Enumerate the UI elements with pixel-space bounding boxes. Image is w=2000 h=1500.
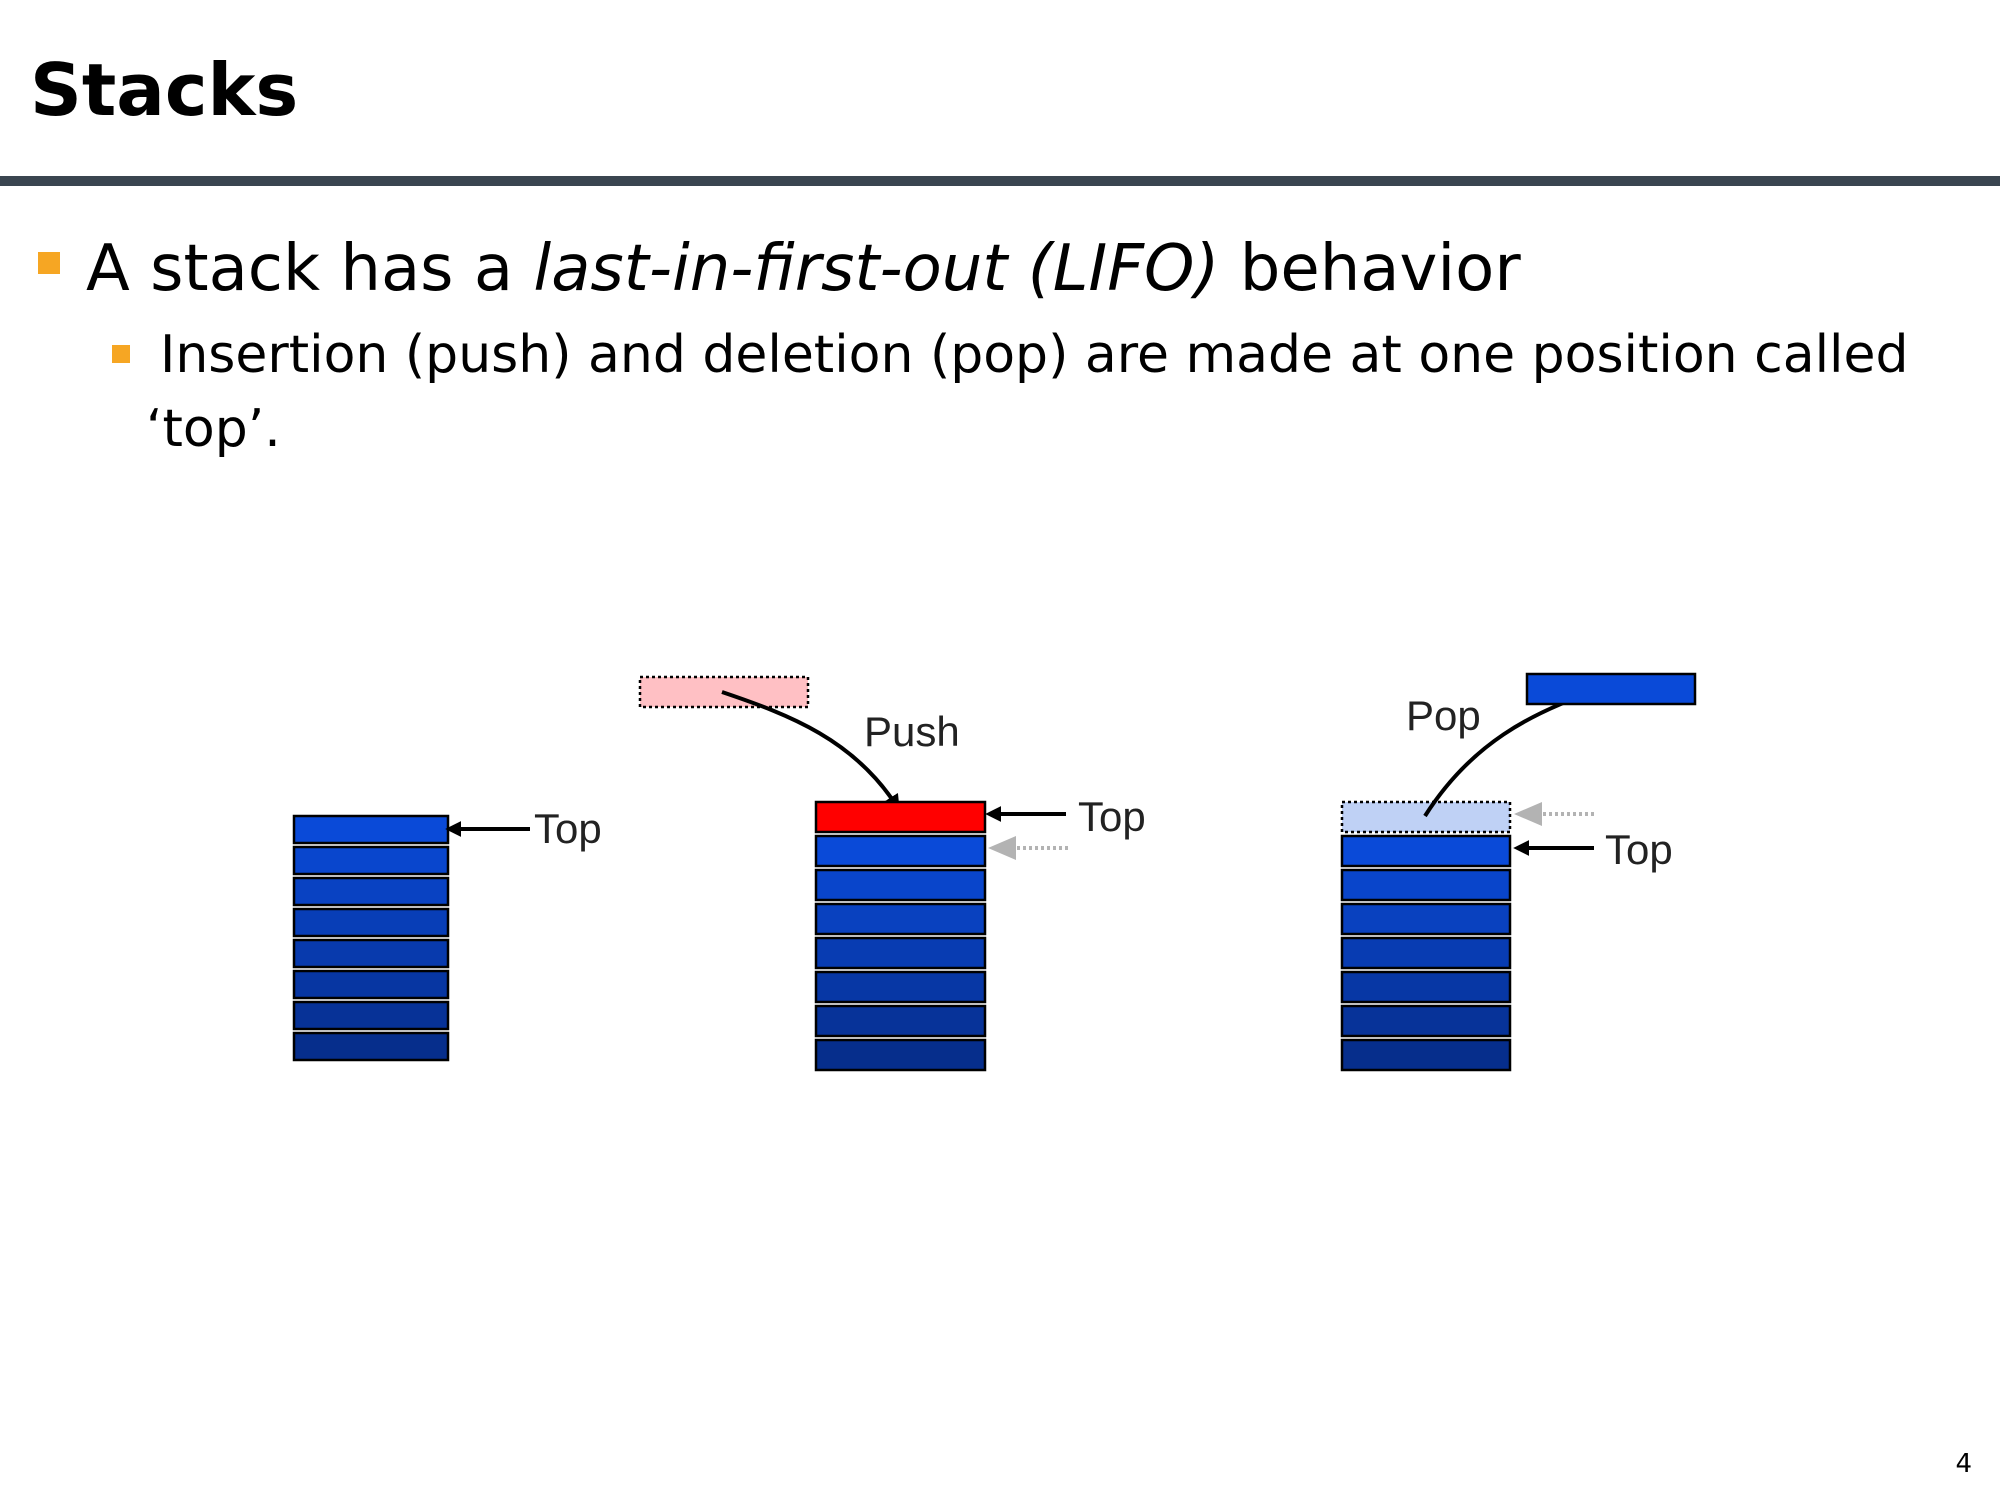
bullet-level2: Insertion (push) and deletion (pop) are …: [146, 318, 1980, 466]
pushed-block: [814, 800, 987, 834]
push-curve-arrow-icon: [721, 690, 900, 811]
stack-block: [1340, 868, 1512, 902]
stack-block: [814, 936, 987, 970]
popped-block: [1525, 672, 1697, 706]
bullet-text: behavior: [1219, 232, 1521, 306]
push-label: Push: [864, 708, 960, 755]
sub-bullet-line-2: ‘top’.: [146, 399, 281, 459]
bullet-text: A stack has a: [86, 232, 534, 306]
old-top-arrowhead-icon: [1514, 802, 1542, 826]
stack-block: [292, 1000, 450, 1031]
sub-bullet-line-1: Insertion (push) and deletion (pop) are …: [160, 325, 1909, 385]
top-label: Top: [534, 805, 602, 852]
stack-after-pop: [1340, 834, 1512, 1072]
sub-bullet-marker-icon: [112, 345, 130, 363]
stack-block: [292, 1031, 450, 1062]
bullet-text-italic: last-in-first-out (LIFO): [533, 232, 1220, 306]
stack-after-push: [814, 834, 987, 1072]
stack-block: [814, 902, 987, 936]
stack-block: [292, 938, 450, 969]
top-label: Top: [1078, 793, 1146, 840]
stack-block: [292, 876, 450, 907]
stack-initial: [292, 814, 450, 1062]
stack-block: [1340, 1038, 1512, 1072]
stack-block: [292, 907, 450, 938]
stack-block: [292, 845, 450, 876]
old-top-arrowhead-icon: [988, 836, 1016, 860]
pop-ghost-block: [1340, 800, 1512, 834]
top-label: Top: [1605, 826, 1673, 873]
slide-title: Stacks: [30, 48, 299, 132]
stack-block: [1340, 834, 1512, 868]
stack-block: [292, 814, 450, 845]
stack-block: [1340, 902, 1512, 936]
bullet-level1: A stack has a last-in-first-out (LIFO) b…: [86, 224, 1966, 314]
bullet-marker-icon: [38, 252, 60, 274]
stack-block: [1340, 1004, 1512, 1038]
pop-label: Pop: [1406, 692, 1481, 739]
stack-block: [814, 834, 987, 868]
stack-block: [1340, 970, 1512, 1004]
title-divider: [0, 176, 2000, 186]
stack-block: [814, 868, 987, 902]
stack-block: [292, 969, 450, 1000]
stack-block: [814, 1004, 987, 1038]
stack-block: [814, 1038, 987, 1072]
stack-block: [814, 970, 987, 1004]
stack-block: [1340, 936, 1512, 970]
page-number: 4: [1955, 1449, 1972, 1479]
